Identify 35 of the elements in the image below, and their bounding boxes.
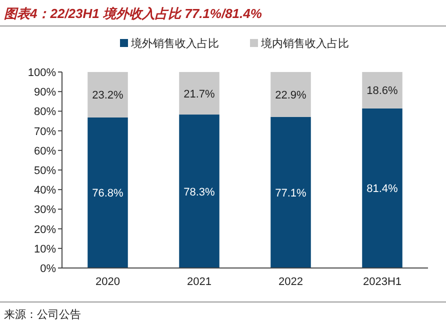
y-tick-label: 10%	[34, 243, 56, 256]
y-tick-label: 60%	[34, 145, 56, 158]
data-label: 22.9%	[275, 89, 307, 102]
x-tick-label: 2023H1	[362, 276, 402, 288]
y-tick-label: 80%	[34, 106, 56, 118]
y-tick-label: 100%	[28, 67, 56, 79]
data-label: 76.8%	[92, 188, 124, 200]
y-tick-label: 70%	[34, 126, 56, 138]
legend-label: 境外销售收入占比	[130, 37, 219, 50]
bar	[362, 108, 402, 268]
y-tick-label: 50%	[34, 165, 56, 177]
x-tick-label: 2020	[96, 276, 120, 288]
bar	[270, 72, 311, 117]
chart-title: 图表4：22/23H1 境外收入占比 77.1%/81.4%	[4, 6, 262, 21]
y-tick-label: 20%	[34, 224, 56, 236]
data-label: 78.3%	[184, 186, 216, 198]
x-tick-label: 2021	[187, 276, 212, 288]
data-label: 77.1%	[275, 187, 307, 200]
bar	[270, 116, 311, 268]
bar	[88, 72, 128, 118]
source-note: 来源：公司公告	[4, 308, 81, 321]
y-tick-label: 0%	[40, 263, 56, 275]
data-label: 23.2%	[92, 90, 124, 102]
y-tick-label: 90%	[34, 86, 56, 99]
bar	[179, 72, 220, 115]
bar	[88, 117, 128, 268]
legend-label: 境内销售收入占比	[260, 37, 349, 50]
bar	[362, 72, 402, 108]
x-tick-label: 2022	[278, 276, 303, 288]
data-label: 18.6%	[366, 85, 398, 98]
y-tick-label: 40%	[34, 184, 56, 197]
y-tick-label: 30%	[34, 204, 56, 216]
data-label: 81.4%	[366, 183, 398, 196]
data-label: 21.7%	[184, 88, 216, 100]
bar	[179, 114, 220, 268]
